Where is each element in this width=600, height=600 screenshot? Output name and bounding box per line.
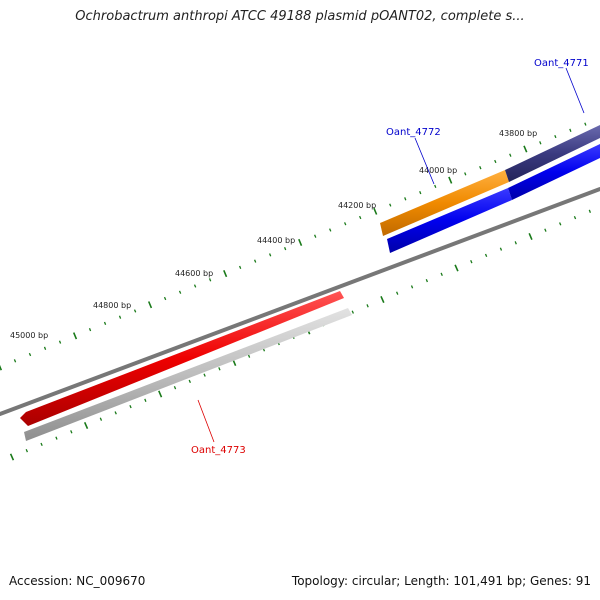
outer-tick-ring — [0, 122, 587, 371]
major-tick — [380, 295, 385, 304]
map-title: Ochrobactrum anthropi ATCC 49188 plasmid… — [75, 9, 525, 24]
minor-tick — [25, 449, 28, 453]
minor-tick — [208, 278, 212, 282]
minor-tick — [494, 159, 497, 164]
minor-tick — [173, 386, 177, 390]
minor-tick — [499, 247, 503, 251]
gene-oant-4772-feature[interactable] — [387, 188, 512, 253]
minor-tick — [129, 404, 132, 409]
major-tick — [223, 269, 228, 278]
gene-oant-4771-leader — [565, 67, 585, 114]
minor-tick — [509, 153, 512, 157]
tick-label-44400: 44400 bp — [257, 236, 295, 245]
minor-tick — [389, 203, 392, 207]
major-tick — [448, 176, 453, 184]
gene-oant-4771-feature[interactable] — [508, 144, 600, 200]
minor-tick — [144, 398, 147, 402]
minor-tick — [554, 134, 557, 139]
minor-tick — [133, 309, 137, 313]
major-tick — [523, 145, 528, 153]
minor-tick — [118, 315, 122, 319]
gene-oant-4773-gene-feature[interactable] — [24, 308, 352, 441]
tick-label-44200: 44200 bp — [338, 201, 376, 210]
minor-tick — [404, 197, 407, 201]
gene-oant-4772-gene-feature[interactable] — [380, 170, 509, 236]
plasmid-backbone — [0, 187, 600, 416]
minor-tick — [396, 291, 399, 295]
minor-tick — [559, 222, 562, 226]
gene-oant-4773-feature[interactable] — [20, 291, 344, 426]
minor-tick — [329, 228, 332, 232]
gene-oant-4772-leader — [414, 137, 435, 185]
minor-tick — [193, 284, 197, 288]
tick-label-43800: 43800 bp — [499, 129, 537, 138]
accession-text: Accession: NC_009670 — [9, 574, 146, 588]
minor-tick — [58, 340, 62, 344]
minor-tick — [114, 411, 117, 415]
major-tick — [158, 390, 163, 398]
tick-label-44800: 44800 bp — [93, 301, 131, 310]
major-tick — [147, 301, 153, 309]
minor-tick — [479, 166, 482, 170]
minor-tick — [514, 241, 517, 245]
minor-tick — [253, 259, 257, 263]
minor-tick — [584, 122, 587, 126]
minor-tick — [268, 253, 272, 257]
gene-oant-4773-leader — [197, 399, 215, 443]
minor-tick — [163, 296, 167, 301]
minor-tick — [569, 128, 572, 132]
minor-tick — [70, 430, 73, 434]
minor-tick — [43, 346, 47, 350]
minor-tick — [88, 327, 92, 332]
major-tick — [0, 364, 3, 371]
minor-tick — [55, 436, 58, 440]
minor-tick — [484, 253, 488, 258]
minor-tick — [40, 442, 43, 447]
minor-tick — [178, 290, 182, 294]
minor-tick — [434, 184, 437, 189]
inner-tick-ring — [9, 209, 592, 461]
minor-tick — [410, 285, 414, 289]
major-tick — [9, 453, 15, 461]
minor-tick — [544, 228, 547, 232]
tick-label-45000: 45000 bp — [10, 331, 48, 340]
gene-oant-4772-label[interactable]: Oant_4772 — [386, 127, 441, 138]
minor-tick — [464, 172, 467, 176]
major-tick — [373, 207, 378, 215]
minor-tick — [425, 278, 429, 283]
gene-oant-4771-label[interactable]: Oant_4771 — [534, 58, 589, 69]
topology-summary: Topology: circular; Length: 101,491 bp; … — [291, 574, 591, 588]
minor-tick — [188, 379, 191, 384]
tick-label-44600: 44600 bp — [175, 269, 213, 278]
major-tick — [298, 238, 303, 247]
minor-tick — [539, 141, 542, 145]
major-tick — [72, 332, 78, 340]
major-tick — [83, 421, 89, 430]
gene-oant-4771-gene-feature[interactable] — [505, 125, 600, 182]
minor-tick — [588, 209, 592, 213]
tick-label-44000: 44000 bp — [419, 166, 457, 175]
minor-tick — [351, 310, 354, 314]
major-tick — [454, 264, 459, 272]
minor-tick — [247, 354, 251, 358]
minor-tick — [440, 272, 443, 276]
minor-tick — [419, 190, 422, 195]
minor-tick — [283, 247, 287, 251]
minor-tick — [103, 321, 107, 326]
minor-tick — [99, 417, 103, 421]
minor-tick — [470, 260, 473, 264]
minor-tick — [28, 352, 32, 357]
minor-tick — [573, 215, 577, 220]
minor-tick — [218, 367, 221, 371]
minor-tick — [314, 234, 317, 238]
gene-oant-4773-label[interactable]: Oant_4773 — [191, 445, 246, 456]
minor-tick — [359, 215, 362, 220]
minor-tick — [366, 304, 369, 308]
minor-tick — [344, 222, 347, 226]
major-tick — [528, 232, 533, 241]
minor-tick — [13, 359, 17, 363]
minor-tick — [238, 265, 242, 269]
minor-tick — [203, 373, 206, 377]
